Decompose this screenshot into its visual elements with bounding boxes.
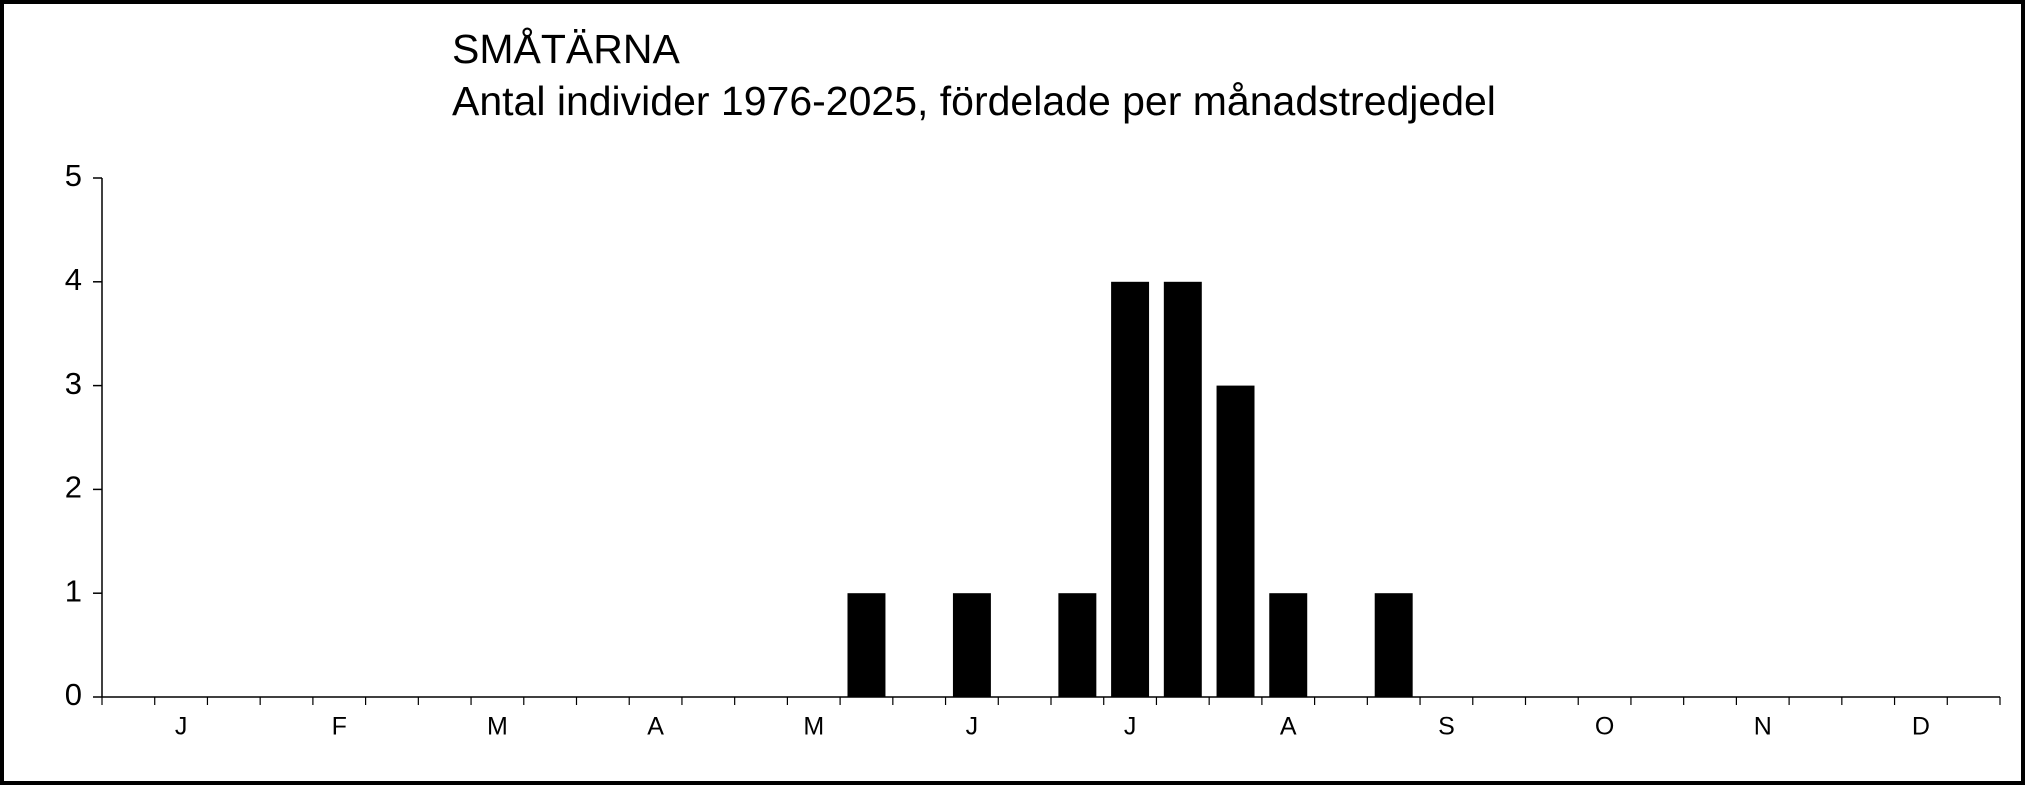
y-tick-label: 3 (65, 366, 82, 401)
bar (1163, 281, 1202, 697)
x-tick-label: O (1595, 713, 1614, 741)
chart-subtitle: Antal individer 1976-2025, fördelade per… (452, 78, 1496, 124)
y-tick-label: 5 (65, 158, 82, 193)
y-tick-label: 0 (65, 677, 82, 712)
x-tick-label: A (1280, 713, 1297, 741)
x-tick-label: M (487, 713, 508, 741)
bar (847, 593, 886, 697)
x-tick-label: A (647, 713, 664, 741)
y-tick-label: 4 (65, 262, 82, 297)
x-tick-label: F (332, 713, 347, 741)
bar (952, 593, 991, 697)
y-tick-label: 1 (65, 573, 82, 608)
x-tick-label: S (1438, 713, 1455, 741)
bar (1216, 385, 1255, 697)
bar (1111, 281, 1150, 697)
bar (1058, 593, 1097, 697)
x-tick-label: M (803, 713, 824, 741)
x-tick-label: N (1754, 713, 1772, 741)
x-tick-label: D (1912, 713, 1930, 741)
x-tick-label: J (966, 713, 979, 741)
chart-title: SMÅTÄRNA (452, 26, 680, 72)
bar (1374, 593, 1413, 697)
y-tick-label: 2 (65, 470, 82, 505)
bar (1269, 593, 1308, 697)
x-tick-label: J (1124, 713, 1137, 741)
x-tick-label: J (175, 713, 188, 741)
